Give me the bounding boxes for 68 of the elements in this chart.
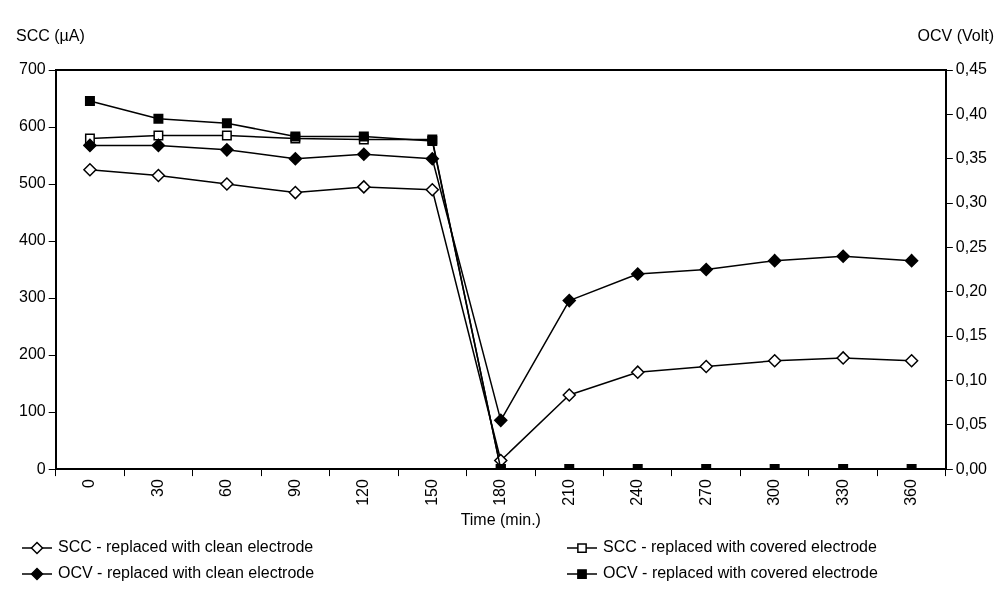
y-tick-label: 0 xyxy=(36,459,46,477)
y-tick-label: 500 xyxy=(18,174,46,192)
y-tick-label: 700 xyxy=(18,60,46,78)
y2-tick-label: 0,45 xyxy=(955,60,988,78)
point xyxy=(562,388,576,402)
x-tick-label: 30 xyxy=(148,479,166,497)
y2-axis-title: OCV (Volt) xyxy=(917,27,994,45)
x-tick-label: 300 xyxy=(765,479,783,506)
x-tick-label: 150 xyxy=(422,479,440,506)
x-tick-label: 210 xyxy=(559,479,577,506)
y2-tick-label: 0,25 xyxy=(955,237,988,255)
point xyxy=(357,180,371,194)
y-tick-label: 600 xyxy=(18,117,46,135)
point xyxy=(151,138,166,153)
x-tick-label: 270 xyxy=(696,479,714,506)
x-tick-label: 90 xyxy=(285,479,303,497)
legend-label: OCV - replaced with clean electrode xyxy=(58,564,315,582)
point xyxy=(84,96,95,107)
x-tick-label: 120 xyxy=(354,479,372,506)
point xyxy=(767,354,782,368)
point xyxy=(904,354,919,368)
point xyxy=(288,151,303,166)
point xyxy=(425,151,440,166)
point xyxy=(153,113,164,124)
point xyxy=(220,143,234,157)
x-tick-label: 60 xyxy=(217,479,235,497)
point xyxy=(630,365,645,379)
legend-label: OCV - replaced with covered electrode xyxy=(603,564,878,582)
y-tick-label: 400 xyxy=(18,231,46,249)
y2-tick-label: 0,10 xyxy=(955,370,988,388)
x-tick-label: 240 xyxy=(628,479,646,506)
point xyxy=(425,182,440,197)
x-axis-title: Time (min.) xyxy=(460,510,541,528)
y-axis-title: SCC (µA) xyxy=(16,27,85,45)
point xyxy=(494,413,508,428)
y-tick-label: 100 xyxy=(18,402,46,420)
y2-tick-label: 0,05 xyxy=(955,415,988,433)
point xyxy=(562,293,576,308)
x-tick-label: 360 xyxy=(902,479,920,506)
y2-tick-label: 0,30 xyxy=(955,193,988,211)
point xyxy=(630,267,645,281)
y2-tick-label: 0,15 xyxy=(955,326,988,344)
point xyxy=(836,351,850,365)
y-tick-label: 200 xyxy=(18,345,46,363)
legend-label: SCC - replaced with covered electrode xyxy=(603,538,878,556)
y-tick-label: 300 xyxy=(18,288,46,306)
point xyxy=(836,249,850,263)
point xyxy=(357,147,371,162)
x-tick-label: 180 xyxy=(491,479,509,506)
point xyxy=(221,118,232,129)
point xyxy=(83,163,97,177)
point xyxy=(220,177,234,191)
y2-tick-label: 0,20 xyxy=(955,282,988,300)
point xyxy=(767,253,782,268)
point xyxy=(904,253,919,268)
point xyxy=(699,359,713,374)
x-tick-label: 0 xyxy=(80,479,98,489)
x-tick-label: 330 xyxy=(833,479,851,506)
point xyxy=(288,185,303,200)
y2-tick-label: 0,00 xyxy=(955,459,988,477)
y2-tick-label: 0,35 xyxy=(955,149,988,167)
point xyxy=(153,130,164,141)
point xyxy=(699,262,713,277)
point xyxy=(221,130,232,141)
point xyxy=(151,168,166,183)
legend-label: SCC - replaced with clean electrode xyxy=(58,538,314,556)
point xyxy=(83,138,97,153)
y2-tick-label: 0,40 xyxy=(955,104,988,122)
